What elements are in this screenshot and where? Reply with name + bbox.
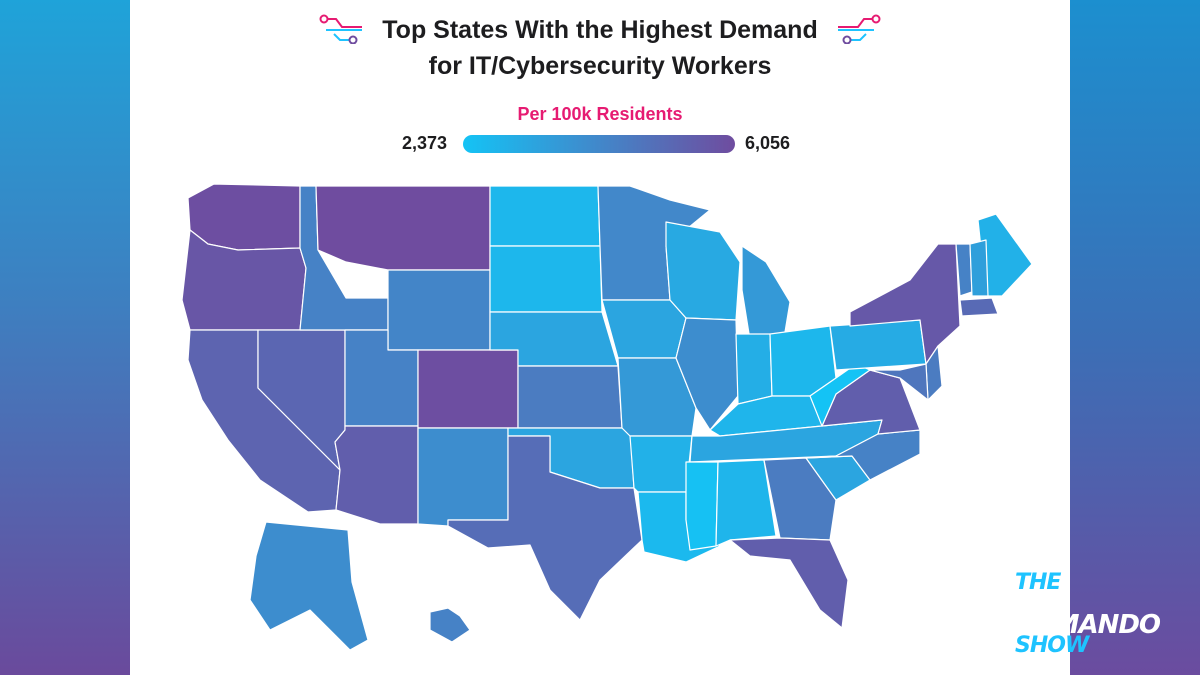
state-wisconsin [665,221,741,321]
chart-title-line1: Top States With the Highest Demand [382,16,818,44]
state-alaska [249,521,369,651]
state-indiana [735,333,773,405]
state-iowa [601,299,687,359]
state-pennsylvania [829,319,927,371]
legend-gradient-bar [463,135,735,153]
state-kansas [517,365,623,429]
state-colorado [417,349,519,429]
circuit-left-icon [319,14,362,44]
state-wyoming [387,269,491,351]
state-florida [729,537,849,629]
left-background-panel [0,0,130,675]
legend-max-label: 6,056 [745,133,791,153]
circuit-right-icon [838,14,881,44]
state-new-mexico [417,427,509,527]
state-north-dakota [489,185,601,247]
state-washington [187,183,301,251]
state-new-york [849,243,961,365]
state-georgia [763,457,837,541]
logo-line-show: SHOW [1015,633,1089,658]
us-states-map [181,183,1033,651]
legend-min-label: 2,373 [402,133,448,153]
kim-komando-show-logo: THE KIM KOMANDO SHOW [1015,570,1175,658]
logo-line-the: THE [1015,570,1061,595]
state-texas [447,435,643,621]
state-mississippi [685,461,719,551]
logo-line-kim: KIM [1015,590,1060,615]
state-massachusetts [959,297,999,317]
state-hawaii [429,607,471,643]
state-new-hampshire [969,239,989,297]
legend-title: Per 100k Residents [517,104,683,124]
chart-title-line2: for IT/Cybersecurity Workers [428,52,772,80]
state-alabama [715,459,777,547]
state-arizona [334,425,419,525]
state-michigan [741,245,791,341]
logo-line-komando: KOMANDO [1015,610,1161,640]
state-maryland [869,363,929,401]
state-south-dakota [489,245,603,313]
infographic-card: Top States With the Highest Demand for I… [130,0,1070,675]
right-background-panel [1070,0,1200,675]
state-arkansas [629,435,693,493]
state-montana [315,185,491,271]
